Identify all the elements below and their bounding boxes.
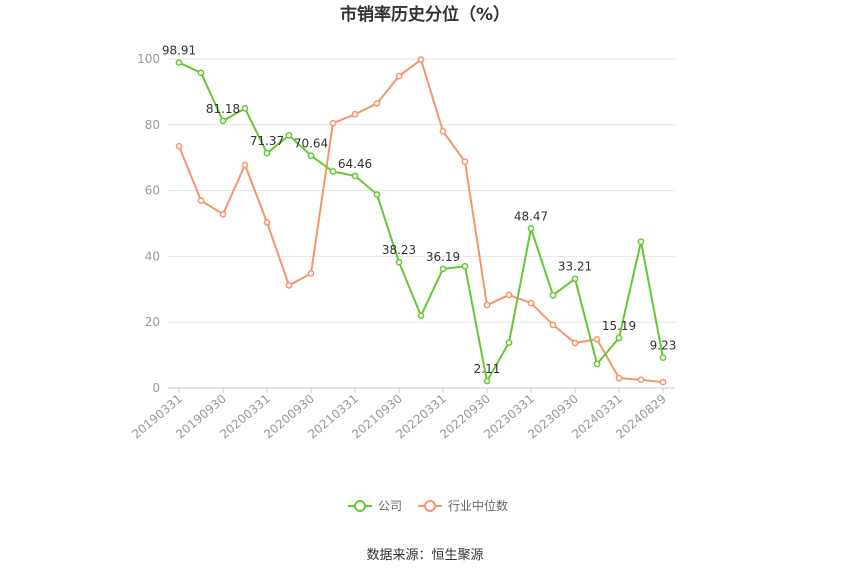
- y-tick-label: 20: [145, 315, 160, 329]
- y-tick-label: 100: [137, 52, 160, 66]
- data-point[interactable]: [439, 265, 447, 273]
- y-tick-label: 80: [145, 118, 160, 132]
- data-point[interactable]: [505, 339, 513, 346]
- data-point[interactable]: [461, 158, 469, 165]
- data-point[interactable]: [615, 374, 623, 382]
- data-point[interactable]: [373, 100, 381, 107]
- data-label: 9.23: [650, 339, 677, 353]
- series-line: [178, 61, 664, 384]
- y-tick-label: 40: [145, 249, 160, 263]
- legend-swatch-marker: [424, 500, 436, 512]
- chart-title: 市销率历史分位（%）: [340, 4, 510, 25]
- data-point[interactable]: [527, 299, 535, 307]
- data-point[interactable]: [439, 128, 447, 135]
- data-point[interactable]: [329, 119, 337, 127]
- data-point[interactable]: [263, 219, 271, 226]
- data-point[interactable]: [417, 56, 425, 64]
- y-tick-label: 0: [152, 381, 160, 395]
- data-point[interactable]: [241, 161, 249, 169]
- grid: [168, 58, 675, 323]
- data-label: 64.46: [338, 157, 372, 171]
- legend-label[interactable]: 行业中位数: [448, 498, 508, 513]
- data-point[interactable]: [483, 301, 491, 309]
- data-label: 71.37: [250, 134, 284, 148]
- data-point[interactable]: [197, 197, 205, 204]
- data-point[interactable]: [197, 69, 205, 77]
- data-labels: 98.91 81.18 71.37 70.64 64.46 38.23 36.19 2.11 4…: [162, 44, 677, 376]
- data-point[interactable]: [307, 152, 315, 159]
- data-point[interactable]: [461, 262, 469, 270]
- data-label: 48.47: [514, 210, 548, 224]
- data-point[interactable]: [351, 172, 359, 180]
- data-point[interactable]: [571, 275, 579, 283]
- legend-label[interactable]: 公司: [378, 499, 402, 513]
- data-point[interactable]: [285, 282, 293, 289]
- series-line: [178, 58, 664, 384]
- data-point[interactable]: [549, 291, 557, 299]
- source-note: 数据来源：恒生聚源: [366, 548, 483, 563]
- x-axis: 2019033120190930202003312020093020210331…: [129, 387, 675, 442]
- data-point[interactable]: [659, 378, 667, 386]
- data-point[interactable]: [307, 270, 315, 277]
- data-point[interactable]: [505, 291, 513, 299]
- legend[interactable]: 公司 行业中位数: [348, 498, 508, 513]
- data-point[interactable]: [593, 335, 601, 343]
- data-point[interactable]: [175, 59, 183, 66]
- data-point[interactable]: [263, 149, 271, 157]
- data-point[interactable]: [417, 312, 425, 319]
- data-point[interactable]: [285, 131, 293, 139]
- data-label: 2.11: [474, 362, 501, 376]
- data-label: 38.23: [382, 243, 416, 257]
- data-label: 70.64: [294, 137, 328, 151]
- series-group: [175, 56, 667, 386]
- data-label: 81.18: [206, 102, 240, 116]
- data-point[interactable]: [373, 191, 381, 198]
- data-point[interactable]: [219, 117, 227, 125]
- data-point[interactable]: [637, 376, 645, 384]
- data-point[interactable]: [329, 168, 337, 175]
- data-point[interactable]: [615, 334, 623, 342]
- data-point[interactable]: [395, 72, 403, 80]
- data-label: 15.19: [602, 319, 636, 333]
- data-point[interactable]: [571, 339, 579, 347]
- data-point[interactable]: [549, 321, 557, 329]
- data-point[interactable]: [659, 354, 667, 361]
- y-tick-label: 60: [145, 184, 160, 198]
- legend-swatch-marker: [354, 500, 366, 512]
- data-label: 33.21: [558, 260, 592, 274]
- data-point[interactable]: [593, 360, 601, 368]
- data-point[interactable]: [483, 377, 491, 385]
- data-point[interactable]: [527, 225, 535, 232]
- data-point[interactable]: [219, 210, 227, 218]
- data-point[interactable]: [175, 142, 183, 150]
- data-label: 98.91: [162, 44, 196, 58]
- data-point[interactable]: [395, 258, 403, 266]
- data-point[interactable]: [241, 105, 249, 112]
- data-label: 36.19: [426, 250, 460, 264]
- data-point[interactable]: [637, 238, 645, 245]
- data-point[interactable]: [351, 110, 359, 118]
- y-axis: 0 20 40 60 80 100: [137, 52, 160, 395]
